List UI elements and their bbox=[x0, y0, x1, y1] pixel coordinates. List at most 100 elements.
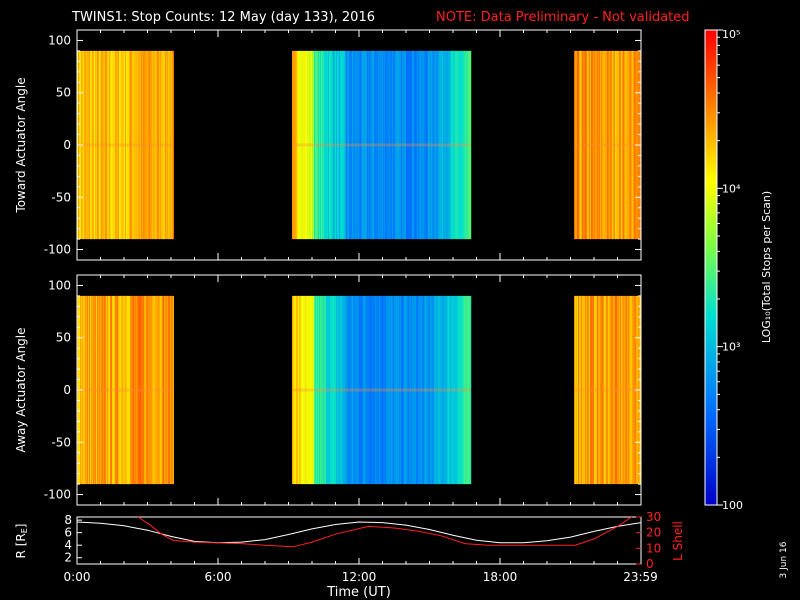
away-column bbox=[363, 295, 366, 485]
away-column bbox=[585, 295, 588, 485]
away-column bbox=[384, 295, 387, 485]
toward-column bbox=[299, 50, 301, 240]
toward-column bbox=[332, 50, 335, 240]
away-column bbox=[385, 295, 388, 485]
toward-column bbox=[293, 50, 295, 240]
away-column bbox=[119, 295, 121, 485]
toward-column bbox=[452, 50, 455, 240]
toward-column bbox=[298, 50, 300, 240]
away-column bbox=[421, 295, 424, 485]
away-column bbox=[348, 295, 351, 485]
toward-column bbox=[585, 50, 588, 240]
away-column bbox=[394, 295, 397, 485]
away-column bbox=[416, 295, 419, 485]
away-column bbox=[307, 295, 310, 485]
away-column bbox=[412, 295, 415, 485]
toward-column bbox=[92, 50, 94, 240]
away-column bbox=[408, 295, 411, 485]
away-column bbox=[143, 295, 145, 485]
away-column bbox=[302, 295, 304, 485]
away-column bbox=[595, 295, 598, 485]
away-column bbox=[344, 295, 347, 485]
lshell-tick-label: 0 bbox=[646, 557, 654, 571]
toward-column bbox=[620, 50, 623, 240]
away-column bbox=[458, 295, 461, 485]
away-column bbox=[574, 295, 576, 485]
toward-column bbox=[98, 50, 100, 240]
toward-column bbox=[158, 50, 160, 240]
away-column bbox=[310, 295, 313, 485]
toward-column bbox=[126, 50, 128, 240]
toward-column bbox=[465, 50, 468, 240]
toward-column bbox=[313, 50, 316, 240]
toward-column bbox=[369, 50, 372, 240]
toward-column bbox=[370, 50, 373, 240]
away-column bbox=[299, 295, 301, 485]
toward-column bbox=[349, 50, 352, 240]
toward-column bbox=[404, 50, 407, 240]
toward-column bbox=[143, 50, 145, 240]
toward-column bbox=[342, 50, 345, 240]
away-column bbox=[446, 295, 449, 485]
toward-column bbox=[617, 50, 620, 240]
toward-column bbox=[441, 50, 444, 240]
toward-column bbox=[454, 50, 457, 240]
away-column bbox=[115, 295, 117, 485]
toward-column bbox=[431, 50, 434, 240]
away-column bbox=[415, 295, 418, 485]
toward-column bbox=[90, 50, 92, 240]
toward-column bbox=[394, 50, 397, 240]
away-column bbox=[629, 295, 632, 485]
away-column bbox=[432, 295, 435, 485]
toward-column bbox=[118, 50, 120, 240]
toward-column bbox=[463, 50, 466, 240]
away-column bbox=[590, 295, 593, 485]
away-column bbox=[150, 295, 152, 485]
away-column bbox=[577, 295, 579, 485]
toward-column bbox=[117, 50, 119, 240]
away-column bbox=[410, 295, 413, 485]
away-column bbox=[442, 295, 445, 485]
toward-column bbox=[633, 50, 636, 240]
toward-column bbox=[305, 50, 307, 240]
preliminary-note: NOTE: Data Preliminary - Not validated bbox=[436, 10, 690, 25]
toward-column bbox=[146, 50, 148, 240]
away-column bbox=[400, 295, 403, 485]
toward-column bbox=[396, 50, 399, 240]
toward-column bbox=[113, 50, 115, 240]
away-column bbox=[322, 295, 325, 485]
toward-column bbox=[589, 50, 592, 240]
toward-column bbox=[121, 50, 123, 240]
toward-column bbox=[322, 50, 325, 240]
xtick-label: 23:59 bbox=[623, 570, 658, 584]
lshell-tick-label: 20 bbox=[646, 526, 661, 540]
away-column bbox=[610, 295, 613, 485]
toward-column bbox=[84, 50, 86, 240]
away-column bbox=[147, 295, 149, 485]
toward-column bbox=[466, 50, 469, 240]
away-column bbox=[157, 295, 159, 485]
away-column bbox=[127, 295, 129, 485]
away-column bbox=[435, 295, 438, 485]
away-column bbox=[462, 295, 465, 485]
away-column bbox=[349, 295, 352, 485]
away-column bbox=[454, 295, 457, 485]
toward-column bbox=[363, 50, 366, 240]
toward-column bbox=[333, 50, 336, 240]
away-column bbox=[99, 295, 101, 485]
away-column bbox=[588, 295, 591, 485]
away-column bbox=[422, 295, 425, 485]
toward-column bbox=[165, 50, 167, 240]
toward-column bbox=[346, 50, 349, 240]
away-panel: 100 50 0 -50 -100 Away Actuator Angle bbox=[14, 274, 642, 506]
away-zero-band bbox=[574, 388, 641, 392]
away-column bbox=[418, 295, 421, 485]
toward-column bbox=[462, 50, 465, 240]
lshell-tick-label: 30 bbox=[646, 510, 661, 524]
away-column bbox=[333, 295, 336, 485]
away-column bbox=[409, 295, 412, 485]
away-column bbox=[429, 295, 432, 485]
away-column bbox=[85, 295, 87, 485]
